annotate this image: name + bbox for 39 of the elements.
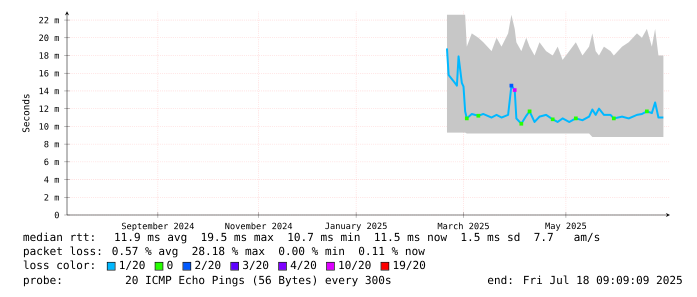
y-tick-label: 14 m [40,88,60,94]
y-tick-label: 4 m [44,176,60,183]
point [464,116,469,120]
point [528,109,532,114]
y-tick-label: 8 m [44,140,60,148]
legend-label: 1/20 [120,260,145,270]
point [476,114,480,118]
y-tick-label: 16 m [40,70,60,77]
x-tick-label: November 2024 [225,222,292,230]
y-tick-label: 20 m [39,34,60,42]
text: median rtt: 11.9 ms avg 19.5 ms max 10.7 ms min 11.5 ms now 1.5 ms sd 7.7 am/s [24,232,600,244]
text: probe: 20 ICMP Echo Pings (56 Bytes) every 300s [24,276,390,286]
legend-title: loss color: [24,260,94,270]
legend-label: 2/20 [195,260,220,270]
legend-label: 4/20 [290,260,316,270]
line-series [446,47,664,125]
y-tick-label: 18 m [40,52,60,59]
x-tick-label: May 2025 [545,222,586,231]
y-axis-title: Seconds [22,94,30,132]
y-tick-label: 22 m [39,16,60,24]
x-tick-label: March 2025 [438,222,489,230]
point [612,116,616,120]
point [645,109,649,114]
legend-label: 19/20 [394,260,426,270]
legend-label: 10/20 [339,260,371,270]
legend-label: 3/20 [243,260,268,270]
x-tick-label: September 2024 [122,222,194,231]
x-tick-label: January 2025 [325,222,387,231]
y-tick-label: 6 m [44,158,60,166]
y-tick-label: 2 m [44,194,60,200]
point [574,116,578,120]
y-tick-label: 0 [54,212,59,218]
legend-label: 0 [167,260,173,270]
y-tick-label: 10 m [40,123,60,130]
text: end: Fri Jul 18 09:09:09 2025 [488,276,682,284]
point [512,88,517,92]
point [510,84,514,88]
y-tick-label: 12 m [40,105,60,112]
text: packet loss: 0.57 % avg 28.18 % max 0.00 % min 0.11 % now [24,246,425,258]
